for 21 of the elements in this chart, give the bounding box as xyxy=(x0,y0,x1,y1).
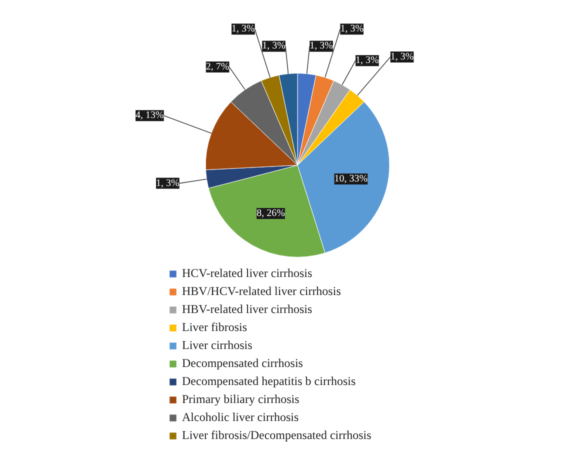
legend-label: HBV/HCV-related liver cirrhosis xyxy=(182,284,341,299)
data-label: 1, 3% xyxy=(232,24,255,35)
legend-label: Primary biliary cirrhosis xyxy=(182,392,300,407)
data-label: 10, 33% xyxy=(334,174,368,185)
data-label: 1, 3% xyxy=(156,178,180,189)
legend-label: Liver fibrosis/Decompensated cirrhosis xyxy=(182,428,372,443)
data-label: 1, 3% xyxy=(390,51,414,62)
legend-label: HBV-related liver cirrhosis xyxy=(182,302,312,317)
legend-label: Liver fibrosis xyxy=(182,320,247,335)
legend-label: Decompensated cirrhosis xyxy=(182,356,303,371)
data-label: 1, 3% xyxy=(262,40,286,52)
legend-label: Alcoholic liver cirrhosis xyxy=(182,410,299,425)
data-label: 2, 7% xyxy=(206,62,230,73)
data-label: 1, 3% xyxy=(356,55,379,66)
data-label: 1, 3% xyxy=(340,24,364,35)
data-label: 1, 3% xyxy=(310,40,333,52)
data-label: 4, 13% xyxy=(136,110,164,122)
data-label: 8, 26% xyxy=(256,208,285,219)
legend-label: Liver cirrhosis xyxy=(182,338,252,353)
legend-label: HCV-related liver cirrhosis xyxy=(182,266,312,281)
legend-label: Decompensated hepatitis b cirrhosis xyxy=(182,374,356,389)
